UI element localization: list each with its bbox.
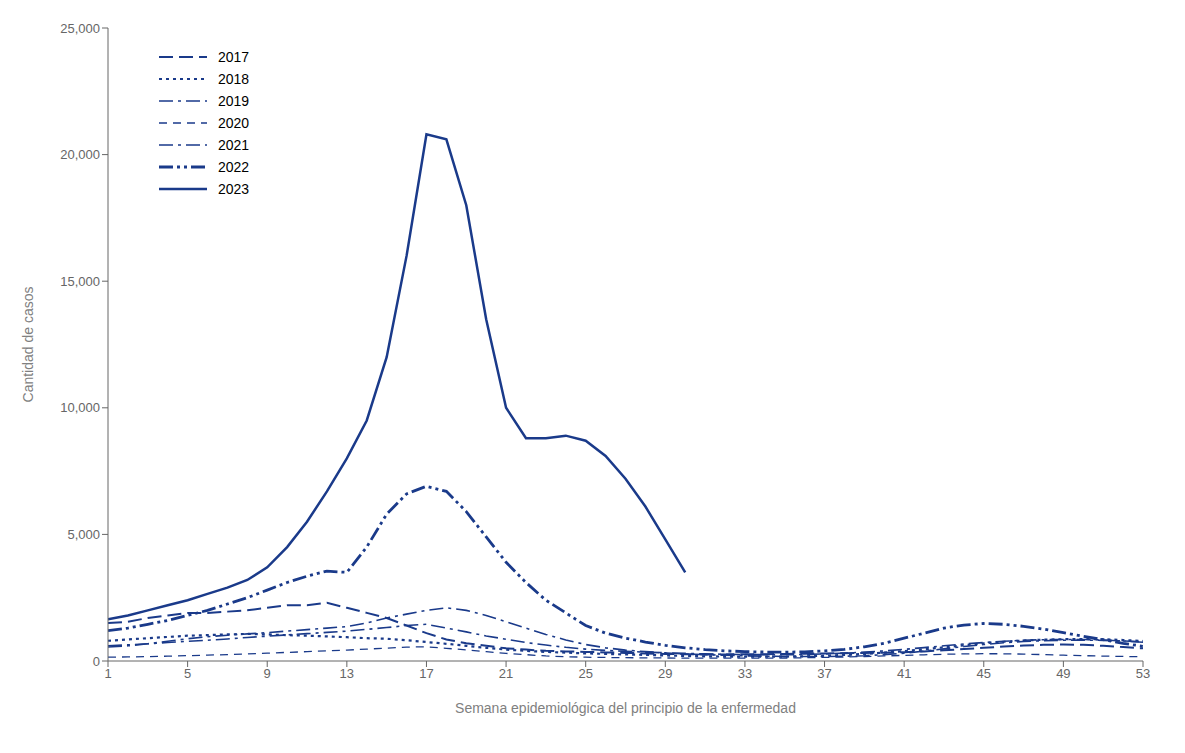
html-text:2021: 2021 <box>218 137 250 153</box>
svg-text:9: 9 <box>264 666 271 681</box>
svg-text:5,000: 5,000 <box>67 527 100 542</box>
html-text:2023: 2023 <box>218 181 250 197</box>
html-text:2020: 2020 <box>218 115 250 131</box>
svg-text:21: 21 <box>499 666 513 681</box>
svg-text:Cantidad de casos: Cantidad de casos <box>20 287 36 403</box>
svg-text:33: 33 <box>738 666 752 681</box>
svg-text:49: 49 <box>1056 666 1070 681</box>
svg-text:25,000: 25,000 <box>60 21 100 36</box>
html-text:2019: 2019 <box>218 93 250 109</box>
html-text:2017: 2017 <box>218 49 250 65</box>
svg-text:45: 45 <box>977 666 991 681</box>
svg-text:25: 25 <box>578 666 592 681</box>
svg-text:1: 1 <box>104 666 111 681</box>
svg-text:53: 53 <box>1136 666 1150 681</box>
html-text:2018: 2018 <box>218 71 250 87</box>
svg-text:5: 5 <box>184 666 191 681</box>
svg-text:13: 13 <box>340 666 354 681</box>
svg-text:15,000: 15,000 <box>60 274 100 289</box>
svg-text:17: 17 <box>419 666 433 681</box>
svg-text:0: 0 <box>93 654 100 669</box>
svg-text:41: 41 <box>897 666 911 681</box>
svg-text:Semana epidemiológica del prin: Semana epidemiológica del principio de l… <box>455 700 796 716</box>
svg-text:37: 37 <box>817 666 831 681</box>
html-text:2022: 2022 <box>218 159 250 175</box>
svg-text:20,000: 20,000 <box>60 147 100 162</box>
svg-text:10,000: 10,000 <box>60 400 100 415</box>
svg-text:29: 29 <box>658 666 672 681</box>
